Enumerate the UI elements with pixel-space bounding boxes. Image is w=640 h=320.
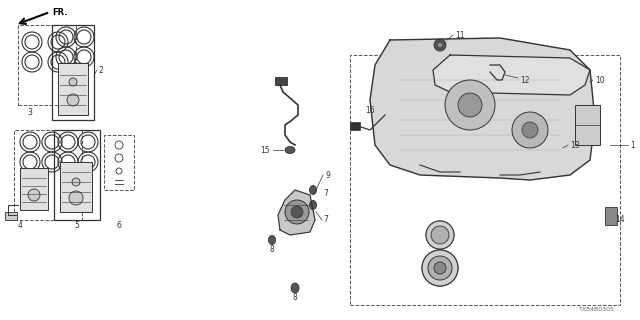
Bar <box>350 55 620 305</box>
Text: 9: 9 <box>325 171 330 180</box>
Ellipse shape <box>269 236 275 244</box>
Text: 5: 5 <box>75 220 79 229</box>
Circle shape <box>67 94 79 106</box>
Circle shape <box>437 42 443 48</box>
Text: 15: 15 <box>260 146 270 155</box>
Bar <box>54 130 100 220</box>
Polygon shape <box>433 55 590 95</box>
Text: 1: 1 <box>630 140 635 149</box>
Circle shape <box>291 206 303 218</box>
Text: 4: 4 <box>17 220 22 229</box>
Circle shape <box>422 250 458 286</box>
Text: 7: 7 <box>323 215 328 225</box>
Circle shape <box>512 112 548 148</box>
Circle shape <box>69 78 77 86</box>
Ellipse shape <box>310 201 317 210</box>
Bar <box>58 63 88 115</box>
Bar <box>18 25 76 105</box>
Circle shape <box>431 226 449 244</box>
Circle shape <box>434 39 446 51</box>
Circle shape <box>434 262 446 274</box>
Bar <box>575 105 600 145</box>
Text: 11: 11 <box>455 30 465 39</box>
Bar <box>5 212 17 220</box>
Text: 10: 10 <box>595 76 605 84</box>
Circle shape <box>72 178 80 186</box>
Bar <box>275 77 287 85</box>
Text: 14: 14 <box>615 215 625 225</box>
Bar <box>104 135 134 190</box>
Bar <box>350 122 360 130</box>
Circle shape <box>458 93 482 117</box>
Text: 16: 16 <box>365 106 375 115</box>
Bar <box>20 168 48 210</box>
Text: 8: 8 <box>292 293 298 302</box>
Circle shape <box>285 200 309 224</box>
Text: 6: 6 <box>116 220 122 229</box>
Polygon shape <box>278 190 315 235</box>
Bar <box>52 25 94 120</box>
Text: 3: 3 <box>28 108 33 116</box>
Bar <box>14 130 82 220</box>
Text: 13: 13 <box>570 140 580 149</box>
Circle shape <box>428 256 452 280</box>
Text: TX84B0305: TX84B0305 <box>579 307 615 312</box>
Ellipse shape <box>291 283 299 293</box>
Polygon shape <box>370 38 595 180</box>
Text: 12: 12 <box>520 76 529 84</box>
Ellipse shape <box>285 147 295 154</box>
Circle shape <box>445 80 495 130</box>
Text: 8: 8 <box>269 245 275 254</box>
Bar <box>60 162 92 212</box>
Ellipse shape <box>310 186 317 195</box>
Circle shape <box>28 189 40 201</box>
Text: FR.: FR. <box>52 7 67 17</box>
Circle shape <box>522 122 538 138</box>
Bar <box>605 207 617 225</box>
Circle shape <box>69 191 83 205</box>
Text: 7: 7 <box>323 188 328 197</box>
Text: 2: 2 <box>98 66 103 75</box>
Circle shape <box>426 221 454 249</box>
